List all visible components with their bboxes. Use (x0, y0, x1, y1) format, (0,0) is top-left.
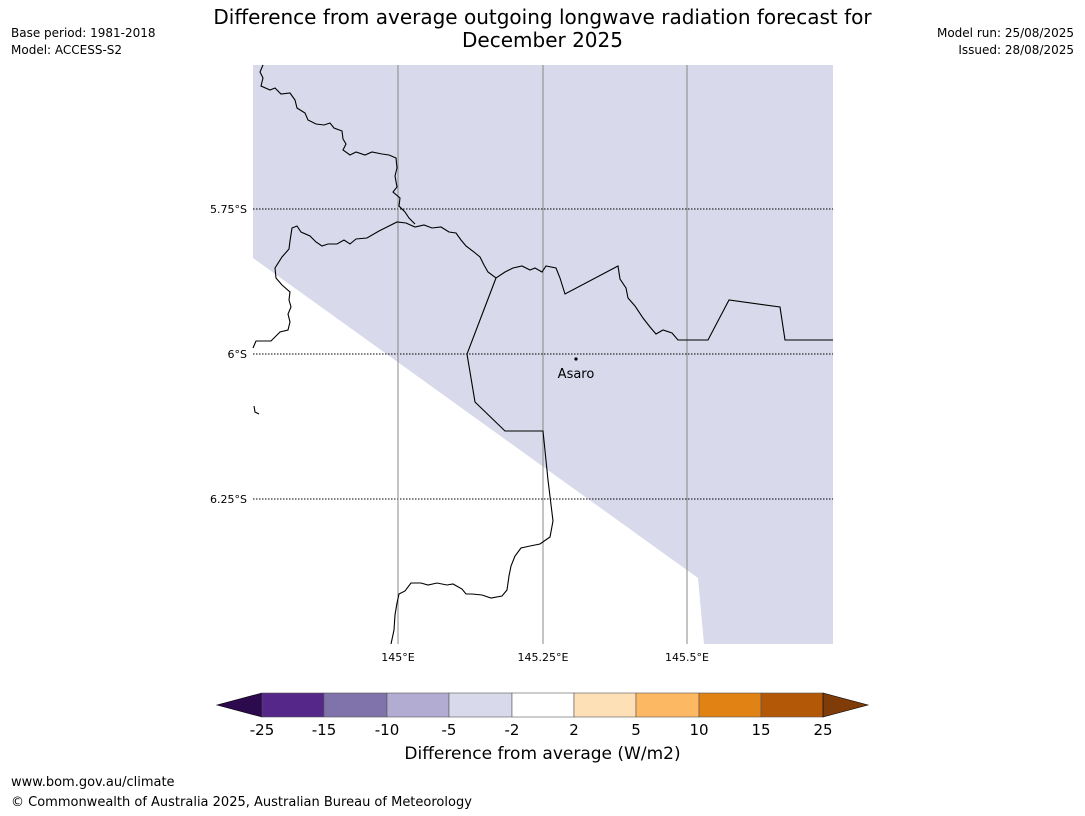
colorbar-segment (323, 692, 388, 718)
colorbar-segment (261, 692, 325, 718)
colorbar-tick-labels: -25 -15 -10 -5 -2 2 5 10 15 25 (250, 721, 833, 739)
meta-left: Base period: 1981-2018 Model: ACCESS-S2 (11, 25, 156, 59)
boundary-lines (252, 64, 833, 645)
title-line-2: December 2025 (462, 28, 623, 52)
lat-label-3: 6.25°S (210, 493, 247, 506)
lon-label-3: 145.5°E (665, 651, 709, 664)
base-period: Base period: 1981-2018 (11, 26, 156, 40)
colorbar-segment (573, 692, 637, 718)
model-run: Model run: 25/08/2025 (936, 26, 1074, 40)
colorbar-tick: 25 (813, 721, 832, 739)
colorbar-tick: -25 (250, 721, 275, 739)
colorbar-segment (386, 692, 450, 718)
model-name: Model: ACCESS-S2 (11, 43, 123, 57)
colorbar-tick: -15 (312, 721, 337, 739)
lat-label-1: 5.75°S (210, 203, 247, 216)
lon-label-2: 145.25°E (518, 651, 569, 664)
colorbar-segments (215, 692, 870, 718)
colorbar-over-arrow (822, 692, 870, 718)
issued-date: Issued: 28/08/2025 (958, 43, 1074, 57)
colorbar-segment (635, 692, 700, 718)
central-ridge-boundary (252, 221, 833, 349)
colorbar-segment (448, 692, 513, 718)
colorbar-tick: 10 (689, 721, 708, 739)
colorbar-tick: 2 (569, 721, 579, 739)
map-title: Difference from average outgoing longwav… (0, 6, 1085, 52)
footer-url[interactable]: www.bom.gov.au/climate (11, 775, 175, 790)
lon-label-1: 145°E (381, 651, 414, 664)
colorbar-tick: -10 (375, 721, 400, 739)
colorbar-segment (511, 692, 575, 718)
footer-copyright: © Commonwealth of Australia 2025, Austra… (11, 795, 472, 810)
colorbar-tick: 5 (631, 721, 641, 739)
meta-right: Model run: 25/08/2025 Issued: 28/08/2025 (937, 25, 1074, 59)
southern-boundary (390, 277, 554, 645)
asaro-label: Asaro (558, 367, 595, 382)
colorbar-tick: -5 (442, 721, 457, 739)
colorbar-segment (760, 692, 824, 718)
colorbar-tick: -2 (505, 721, 520, 739)
northern-boundary (259, 64, 416, 225)
colorbar-segment (698, 692, 762, 718)
asaro-marker (574, 357, 578, 361)
colorbar-title: Difference from average (W/m2) (404, 744, 681, 764)
title-line-1: Difference from average outgoing longwav… (213, 5, 872, 29)
colorbar-under-arrow (215, 692, 263, 718)
colorbar-tick: 15 (751, 721, 770, 739)
west-coast-fragment (253, 405, 260, 415)
lat-label-2: 6°S (228, 348, 247, 361)
